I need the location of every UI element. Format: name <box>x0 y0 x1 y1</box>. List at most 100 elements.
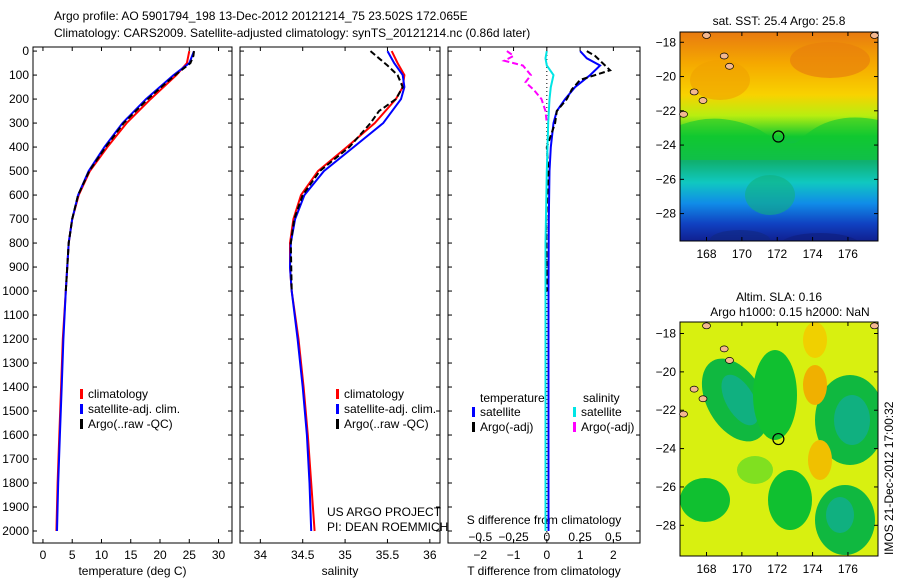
sla-map-ytick-label: −22 <box>656 403 677 417</box>
temperature-xtick-label: 25 <box>183 548 197 562</box>
sst-map-xtick-label: 176 <box>838 247 858 261</box>
island-outline <box>689 385 699 393</box>
salinity-xtick-label: 34 <box>254 548 268 562</box>
temperature-xtick-label: 0 <box>40 548 47 562</box>
s-diff-tick-label: 0.25 <box>568 530 592 544</box>
island-outline <box>719 345 729 353</box>
temperature-series-argo-raw-qc- <box>64 50 195 292</box>
argo-float-location-marker <box>772 130 785 143</box>
salinity-xtick-label: 35.5 <box>376 548 400 562</box>
difference-xtick-label: 1 <box>577 548 584 562</box>
legend-swatch <box>336 389 339 399</box>
difference-series-t-argo-adj- <box>545 50 613 292</box>
sst-map-xtick-label: 172 <box>767 247 787 261</box>
legend-label: Argo(..raw -QC) <box>88 417 173 431</box>
salinity-xtick-label: 34.5 <box>291 548 315 562</box>
legend-label: satellite-adj. clim. <box>88 402 180 416</box>
sla-map-xtick-label: 174 <box>803 562 823 576</box>
sla-map-image <box>680 322 878 556</box>
sst-map-xtick-label: 170 <box>732 247 752 261</box>
sst-map-ytick-label: −18 <box>656 35 677 49</box>
depth-tick-label: 1700 <box>2 452 29 466</box>
sst-map-ytick-label: −26 <box>656 172 677 186</box>
depth-tick-label: 1900 <box>2 500 29 514</box>
s-diff-tick-label: −0.5 <box>468 530 492 544</box>
temperature-xtick-label: 10 <box>95 548 109 562</box>
sst-map-title: sat. SST: 25.4 Argo: 25.8 <box>713 14 846 28</box>
difference-xtick-label: 0 <box>543 548 550 562</box>
sla-map-axes-box <box>679 321 879 557</box>
difference-xlabel: T difference from climatology <box>467 564 621 578</box>
legend-label: satellite <box>581 405 622 419</box>
sla-map-ytick-label: −18 <box>656 327 677 341</box>
depth-tick-label: 2000 <box>2 524 29 538</box>
legend-label: satellite-adj. clim. <box>344 402 436 416</box>
difference-xtick-label: 2 <box>610 548 617 562</box>
depth-tick-label: 800 <box>9 236 29 250</box>
island-outline <box>679 410 688 418</box>
island-outline <box>725 357 734 364</box>
timestamp-stamp: IMOS 21-Dec-2012 17:00:32 <box>882 401 896 555</box>
sla-map-ytick-label: −26 <box>656 480 677 494</box>
legend-swatch <box>336 419 339 429</box>
island-outline <box>870 322 879 330</box>
depth-tick-label: 1600 <box>2 428 29 442</box>
sst-map-ytick-label: −28 <box>656 207 677 221</box>
difference-series-t-satellite <box>547 50 602 531</box>
depth-tick-label: 200 <box>9 92 29 106</box>
legend-swatch <box>80 404 83 414</box>
depth-tick-label: 1400 <box>2 380 29 394</box>
island-outline <box>725 62 734 70</box>
temperature-xtick-label: 15 <box>124 548 138 562</box>
depth-tick-label: 300 <box>9 116 29 130</box>
depth-tick-label: 400 <box>9 140 29 154</box>
temperature-xtick-label: 5 <box>69 548 76 562</box>
difference-axes-box <box>447 46 641 544</box>
sst-map-axes-box <box>679 31 879 242</box>
credit-line2: PI: DEAN ROEMMICH <box>327 520 448 534</box>
salinity-series-climatology <box>289 50 406 532</box>
s-diff-axis-label: S difference from climatology <box>467 513 622 527</box>
depth-tick-label: 1500 <box>2 404 29 418</box>
depth-tick-label: 1300 <box>2 356 29 370</box>
sst-map-xtick-label: 174 <box>803 247 823 261</box>
legend-heading-temperature: temperature <box>480 391 545 405</box>
difference-xtick-label: −2 <box>473 548 487 562</box>
s-diff-tick-label: 0.5 <box>605 530 622 544</box>
legend-swatch <box>472 422 475 432</box>
legend-label: Argo(-adj) <box>581 420 634 434</box>
salinity-xtick-label: 35 <box>338 548 352 562</box>
figure-title-line2: Climatology: CARS2009. Satellite-adjuste… <box>54 26 530 40</box>
legend-swatch <box>336 404 339 414</box>
legend-swatch <box>573 422 576 432</box>
salinity-series-argo-raw-qc- <box>289 50 404 292</box>
depth-tick-label: 1000 <box>2 284 29 298</box>
sla-map-xtick-label: 168 <box>697 562 717 576</box>
sst-map-xtick-label: 168 <box>697 247 717 261</box>
legend-label: Argo(..raw -QC) <box>344 417 429 431</box>
s-diff-tick-label: −0.25 <box>498 530 529 544</box>
salinity-xlabel: salinity <box>322 564 359 578</box>
sla-map-xtick-label: 170 <box>732 562 752 576</box>
sla-map-xtick-label: 172 <box>767 562 787 576</box>
island-outline <box>719 52 729 60</box>
legend-swatch <box>472 407 475 417</box>
difference-series-s-satellite <box>544 50 555 531</box>
sla-map-title: Altim. SLA: 0.16 <box>736 290 822 304</box>
depth-tick-label: 100 <box>9 68 29 82</box>
legend-label: satellite <box>480 405 521 419</box>
temperature-axes-box <box>32 46 233 544</box>
island-outline <box>698 97 708 104</box>
legend-label: Argo(-adj) <box>480 420 533 434</box>
sst-map-image <box>680 32 878 241</box>
sst-map-ytick-label: −22 <box>656 104 677 118</box>
depth-tick-label: 900 <box>9 260 29 274</box>
sla-map-ytick-label: −24 <box>656 442 677 456</box>
island-outline <box>702 32 711 39</box>
salinity-axes-box <box>239 46 441 544</box>
island-outline <box>698 395 708 403</box>
depth-tick-label: 600 <box>9 188 29 202</box>
depth-tick-label: 1200 <box>2 332 29 346</box>
difference-series-s-argo-adj- <box>501 50 548 124</box>
